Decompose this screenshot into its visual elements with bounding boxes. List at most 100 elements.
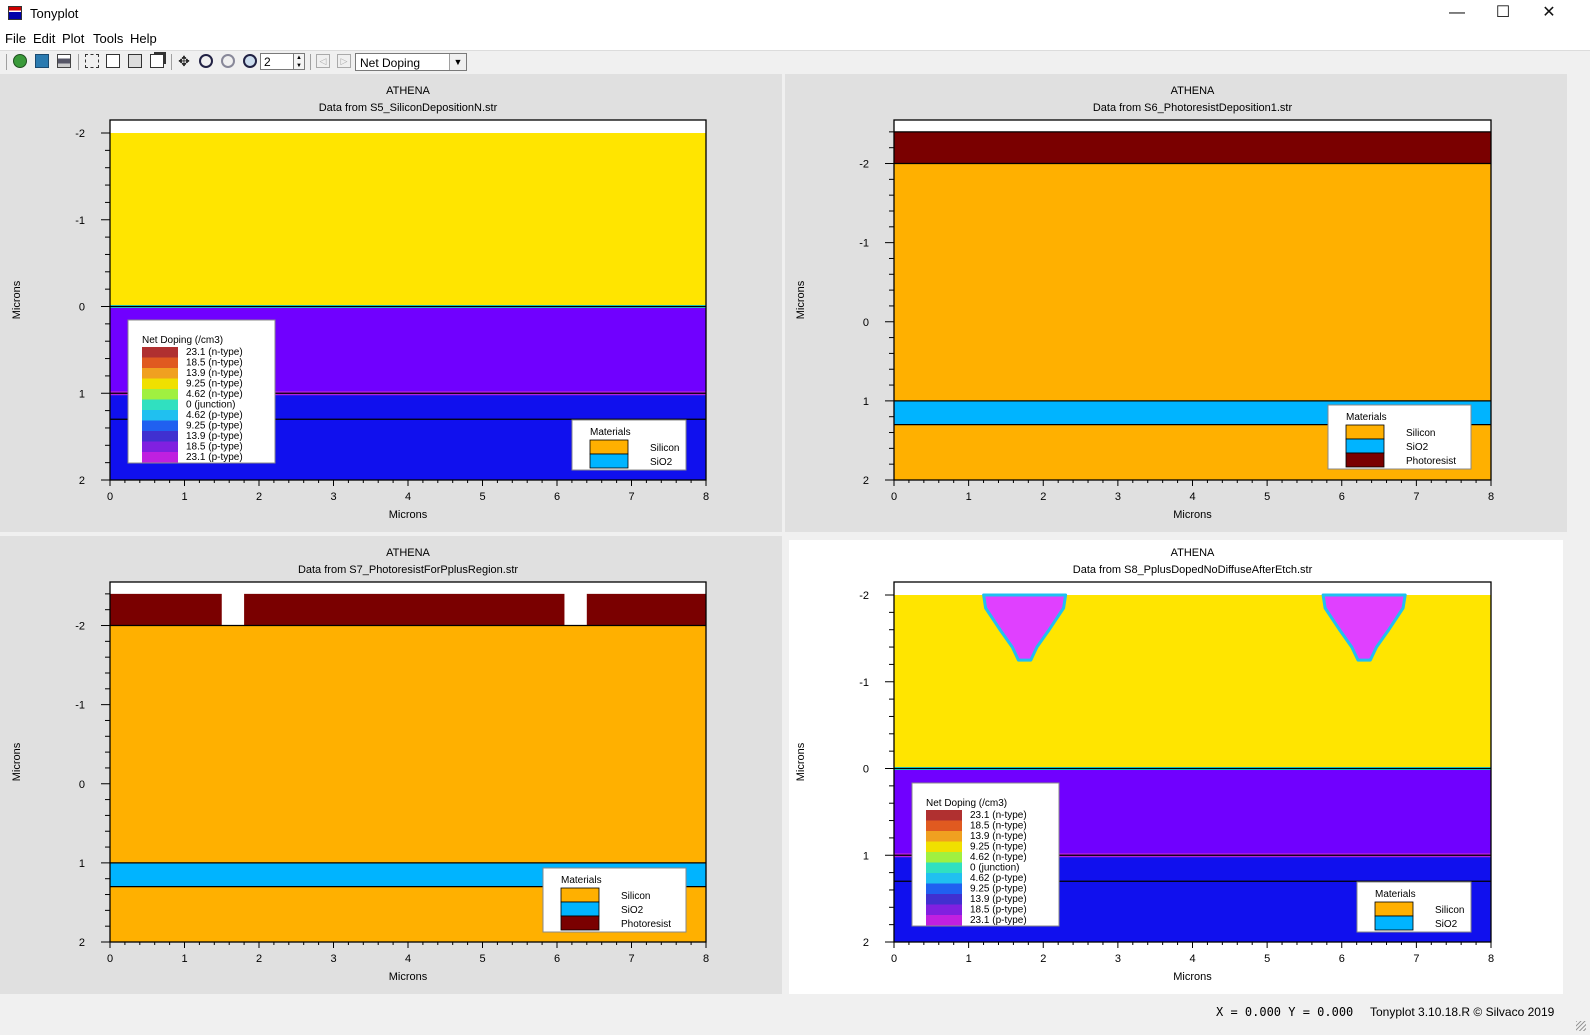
quantity-select[interactable]: Net Doping ▼ bbox=[355, 53, 467, 71]
zoom-spinner[interactable]: ▲ ▼ bbox=[294, 53, 305, 70]
y-tick-label: -2 bbox=[75, 128, 85, 140]
close-icon[interactable]: ✕ bbox=[1542, 4, 1556, 21]
doping-legend-entry: 4.62 (n-type) bbox=[970, 852, 1027, 863]
y-tick-label: 0 bbox=[863, 317, 869, 329]
overlay-icon[interactable] bbox=[150, 54, 164, 68]
material-region bbox=[110, 133, 706, 307]
toolbar-separator bbox=[310, 54, 311, 70]
print-icon[interactable] bbox=[57, 54, 71, 68]
toolbar-separator bbox=[171, 54, 172, 70]
next-plot-icon[interactable]: ▷ bbox=[337, 54, 351, 68]
zoom-level-input[interactable]: 2 bbox=[260, 53, 294, 70]
x-tick-label: 8 bbox=[703, 953, 709, 965]
version-label: Tonyplot 3.10.18.R © Silvaco 2019 bbox=[1370, 1005, 1555, 1019]
plot-header: ATHENA bbox=[386, 547, 430, 559]
x-axis-label: Microns bbox=[389, 971, 428, 983]
y-tick-label: 2 bbox=[863, 937, 869, 949]
device-structure-plot[interactable]: ATHENA Data from S6_PhotoresistDeposition… bbox=[785, 74, 1567, 532]
menu-bar: File Edit Plot Tools Help bbox=[0, 28, 1590, 51]
x-tick-label: 5 bbox=[1264, 953, 1270, 965]
material-legend-entry: Silicon bbox=[650, 443, 679, 454]
doping-legend-title: Net Doping (/cm3) bbox=[926, 798, 1007, 809]
menu-help[interactable]: Help bbox=[130, 31, 157, 46]
paste-icon[interactable] bbox=[128, 54, 142, 68]
resize-grip-icon[interactable] bbox=[1576, 1021, 1586, 1031]
x-tick-label: 2 bbox=[1040, 491, 1046, 503]
menu-edit[interactable]: Edit bbox=[33, 31, 56, 46]
x-tick-label: 2 bbox=[1040, 953, 1046, 965]
plot-panel-s6[interactable]: ATHENA Data from S6_PhotoresistDeposition… bbox=[785, 74, 1567, 532]
doping-legend-entry: 4.62 (p-type) bbox=[186, 410, 243, 421]
doping-color-swatch bbox=[926, 820, 962, 831]
material-color-swatch bbox=[1374, 901, 1414, 917]
previous-plot-icon[interactable]: ◁ bbox=[316, 54, 330, 68]
doping-legend-entry: 13.9 (p-type) bbox=[186, 431, 243, 442]
doping-legend-entry: 9.25 (n-type) bbox=[970, 842, 1027, 853]
material-color-swatch bbox=[1345, 438, 1385, 454]
plot-subtitle: Data from S8_PplusDopedNoDiffuseAfterEtc… bbox=[1073, 564, 1313, 576]
device-structure-plot[interactable]: ATHENA Data from S7_PhotoresistForPplusRe… bbox=[0, 536, 782, 994]
x-tick-label: 0 bbox=[891, 491, 897, 503]
doping-legend-entry: 4.62 (p-type) bbox=[970, 873, 1027, 884]
x-tick-label: 7 bbox=[1413, 953, 1419, 965]
toolbar: ✥ 2 ▲ ▼ ◁ ▷ Net Doping ▼ bbox=[0, 51, 1590, 73]
copy-icon[interactable] bbox=[106, 54, 120, 68]
y-tick-label: -1 bbox=[75, 700, 85, 712]
y-tick-label: -1 bbox=[859, 677, 869, 689]
menu-plot[interactable]: Plot bbox=[62, 31, 85, 46]
chevron-down-icon[interactable]: ▼ bbox=[449, 54, 466, 70]
plot-panel-s8[interactable]: ATHENA Data from S8_PplusDopedNoDiffuseAf… bbox=[789, 540, 1563, 994]
minimize-icon[interactable]: — bbox=[1449, 4, 1465, 21]
x-axis-label: Microns bbox=[1173, 971, 1212, 983]
y-tick-label: 1 bbox=[863, 850, 869, 862]
x-tick-label: 4 bbox=[405, 953, 411, 965]
material-region bbox=[244, 593, 565, 626]
tonyplot-app-icon bbox=[8, 6, 22, 20]
cursor-coordinates: X = 0.000 Y = 0.000 bbox=[1216, 1005, 1354, 1019]
doping-legend-entry: 9.25 (p-type) bbox=[186, 421, 243, 432]
doping-legend-entry: 23.1 (p-type) bbox=[186, 452, 243, 463]
material-color-swatch bbox=[1345, 424, 1385, 440]
doping-color-swatch bbox=[926, 862, 962, 873]
x-tick-label: 4 bbox=[405, 491, 411, 503]
select-icon[interactable] bbox=[85, 54, 99, 68]
doping-color-swatch bbox=[142, 357, 178, 368]
material-legend-entry: Photoresist bbox=[621, 919, 671, 930]
plot-panel-s5[interactable]: ATHENA Data from S5_SiliconDepositionN.st… bbox=[0, 74, 782, 532]
menu-tools[interactable]: Tools bbox=[93, 31, 124, 46]
pan-icon[interactable]: ✥ bbox=[178, 53, 190, 69]
x-tick-label: 4 bbox=[1189, 491, 1195, 503]
x-tick-label: 1 bbox=[181, 491, 187, 503]
x-tick-label: 6 bbox=[1339, 491, 1345, 503]
material-color-swatch bbox=[1345, 452, 1385, 468]
menu-file[interactable]: File bbox=[5, 31, 26, 46]
device-structure-plot[interactable]: ATHENA Data from S8_PplusDopedNoDiffuseAf… bbox=[789, 540, 1563, 994]
doping-color-swatch bbox=[142, 420, 178, 431]
load-icon[interactable] bbox=[13, 54, 27, 68]
maximize-icon[interactable]: ☐ bbox=[1495, 4, 1511, 21]
material-legend-entry: Silicon bbox=[621, 891, 650, 902]
doping-color-swatch bbox=[926, 831, 962, 842]
save-icon[interactable] bbox=[35, 54, 49, 68]
y-axis-label: Microns bbox=[795, 280, 807, 319]
device-structure-plot[interactable]: ATHENA Data from S5_SiliconDepositionN.st… bbox=[0, 74, 782, 532]
x-tick-label: 8 bbox=[1488, 953, 1494, 965]
x-tick-label: 1 bbox=[181, 953, 187, 965]
zoom-region-icon[interactable] bbox=[243, 54, 257, 68]
toolbar-separator bbox=[6, 54, 7, 70]
doping-legend-entry: 13.9 (n-type) bbox=[186, 368, 243, 379]
material-legend-entry: SiO2 bbox=[1406, 442, 1429, 453]
plot-panel-s7[interactable]: ATHENA Data from S7_PhotoresistForPplusRe… bbox=[0, 536, 782, 994]
zoom-in-icon[interactable] bbox=[199, 54, 213, 68]
material-color-swatch bbox=[589, 439, 629, 455]
doping-legend-entry: 23.1 (p-type) bbox=[970, 915, 1027, 926]
material-region bbox=[894, 131, 1491, 164]
x-tick-label: 7 bbox=[628, 491, 634, 503]
y-tick-label: 1 bbox=[79, 858, 85, 870]
x-tick-label: 0 bbox=[107, 953, 113, 965]
doping-legend-entry: 23.1 (n-type) bbox=[186, 347, 243, 358]
zoom-out-icon[interactable] bbox=[221, 54, 235, 68]
x-tick-label: 8 bbox=[703, 491, 709, 503]
doping-legend-entry: 0 (junction) bbox=[970, 863, 1019, 874]
x-tick-label: 5 bbox=[1264, 491, 1270, 503]
